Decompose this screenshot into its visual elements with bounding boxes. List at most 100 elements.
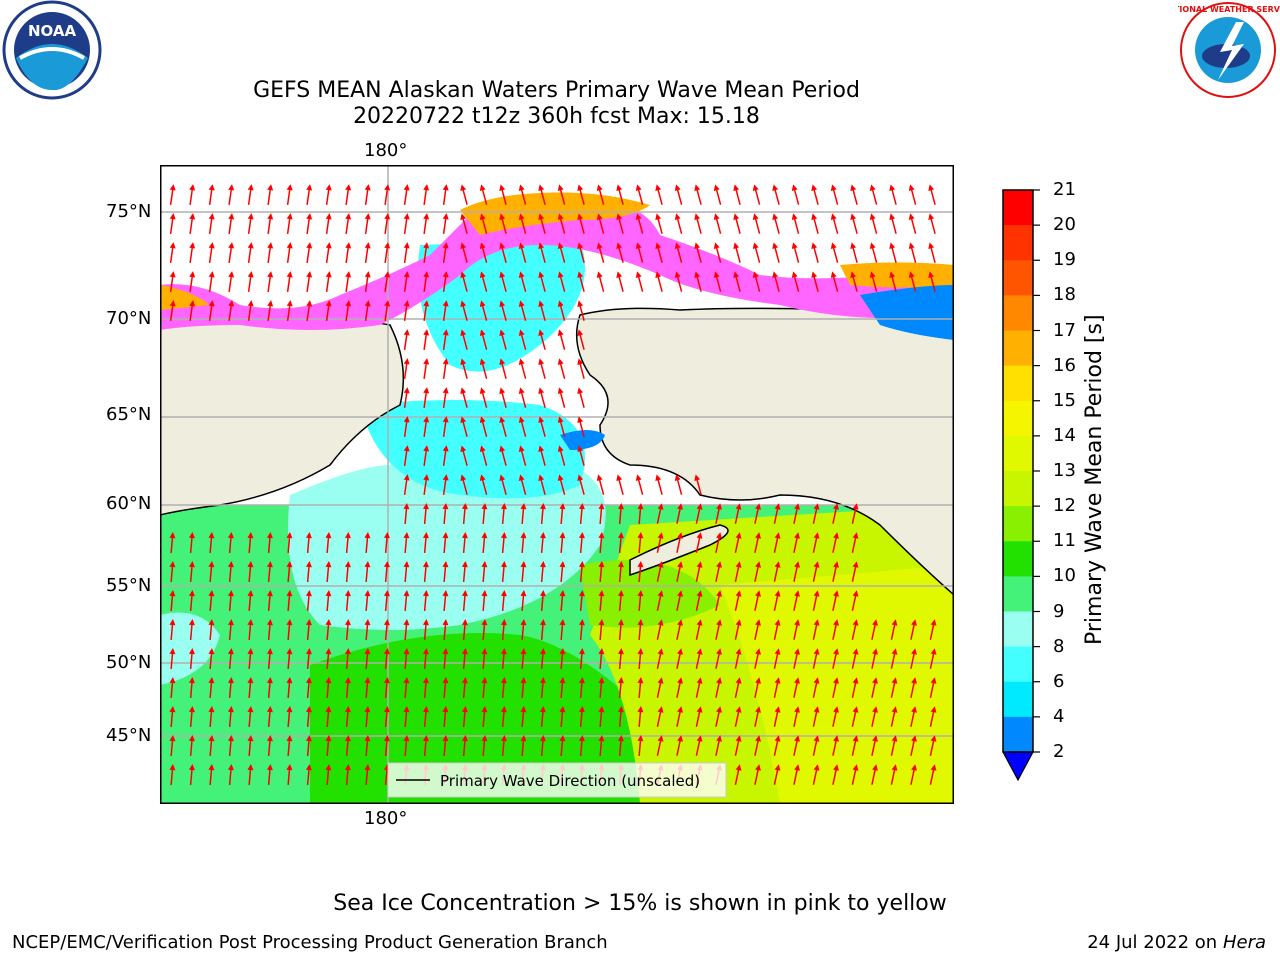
lat-label-45: 45°N [106,725,152,746]
wave-arrow [423,416,430,438]
wave-arrow [266,532,273,554]
wave-arrow [442,532,449,554]
colorbar-tick-label: 16 [1053,354,1076,376]
wave-arrow [929,648,937,669]
wave-arrow [500,735,507,757]
wave-arrow [442,329,449,351]
wave-arrow [713,242,722,263]
colorbar-segment [1003,225,1033,261]
wave-arrow [305,590,312,612]
wave-arrow [754,590,761,611]
wave-arrow [908,213,917,234]
wave-arrow [656,648,664,669]
wave-arrow [383,735,390,757]
wave-arrow [518,184,527,205]
wave-arrow [793,764,800,785]
wave-arrow [538,387,546,408]
wave-arrow [169,706,176,728]
wave-arrow [695,706,703,727]
wave-arrow [616,242,624,263]
wave-arrow [247,271,254,293]
wave-arrow [500,561,507,583]
wave-arrow [208,735,215,757]
wave-arrow [169,677,176,699]
wave-arrow [598,561,605,583]
wave-arrow [403,242,410,264]
colorbar-segment [1003,506,1033,542]
wave-arrow [791,213,800,234]
wave-arrow [850,271,858,292]
wave-arrow [733,184,741,205]
wave-arrow [773,590,781,611]
wave-arrow [715,590,722,611]
wave-arrow [481,561,488,583]
wave-arrow [910,706,917,727]
colorbar-tick-label: 8 [1053,635,1065,657]
wave-arrow [635,184,644,205]
wave-arrow [442,242,449,264]
wave-arrow [617,619,624,641]
wave-arrow [928,184,936,205]
wave-arrow [538,474,546,495]
wave-arrow [423,445,430,467]
wave-arrow [345,213,352,235]
wave-arrow [734,532,742,553]
wave-arrow [325,764,332,786]
wave-arrow [812,532,820,553]
wave-arrow [754,532,761,553]
wave-arrow [325,184,332,206]
wave-arrow [851,561,859,582]
wave-arrow [811,213,819,234]
wave-arrow [228,184,235,206]
wave-arrow [617,503,624,525]
wave-arrow [539,735,546,757]
wave-arrow [189,300,196,322]
wave-arrow [460,213,468,234]
colorbar-segment [1003,541,1033,577]
wave-arrow [384,184,391,206]
wave-arrow [422,532,429,554]
wave-arrow [461,648,468,670]
wave-arrow [557,213,566,234]
wave-arrow [539,677,546,699]
wave-arrow [577,474,585,495]
wave-arrow [715,503,722,524]
wave-arrow [752,242,761,263]
wave-arrow [773,706,781,727]
wave-arrow [403,213,410,235]
wave-arrow [461,532,468,554]
wave-arrow [832,648,839,669]
wave-arrow [499,358,507,379]
wave-arrow [734,706,742,727]
wave-arrow [812,503,820,524]
colorbar-tick-label: 11 [1053,530,1076,552]
wave-arrow [656,706,664,727]
wave-arrow [811,242,819,263]
wave-arrow [676,677,683,698]
wave-arrow [851,735,859,756]
wave-arrow [715,619,722,640]
wave-arrow [616,184,624,205]
wave-arrow [305,735,312,757]
wave-arrow [383,561,390,583]
alaska-land [575,307,954,597]
wave-arrow [479,474,488,495]
wave-arrow [695,561,703,582]
wave-arrow [598,735,605,757]
wave-arrow [889,271,897,292]
wave-arrow [345,242,352,264]
wave-arrow [442,387,449,409]
lat-label-75: 75°N [106,201,152,222]
wave-period-map: Primary Wave Direction (unscaled) [160,165,954,804]
colorbar-tick-label: 10 [1053,565,1076,587]
wave-arrow [479,213,488,234]
wave-arrow [306,213,313,235]
wave-arrow [442,561,449,583]
wave-arrow [754,764,761,785]
wave-arrow [559,561,566,583]
wave-arrow [267,184,274,206]
wave-arrow [169,764,176,786]
wave-arrow [384,213,391,235]
wave-arrow [538,271,546,292]
wave-arrow [479,184,488,205]
